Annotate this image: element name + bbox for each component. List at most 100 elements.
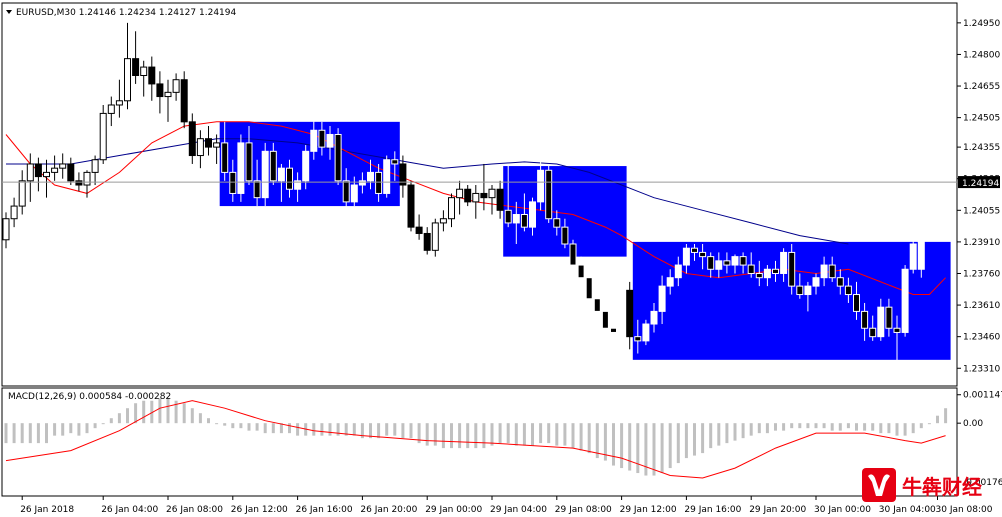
bull-candle	[261, 150, 269, 199]
time-tick-label: 26 Jan 04:00	[101, 505, 158, 515]
time-tick-label: 30 Jan 04:00	[879, 505, 936, 515]
bear-candle	[132, 58, 140, 77]
bear-candle	[796, 285, 804, 296]
time-tick-label: 29 Jan 20:00	[749, 505, 806, 515]
macd-bar	[944, 408, 948, 424]
bull-candle	[537, 169, 545, 203]
bear-candle	[691, 247, 698, 253]
macd-bar	[247, 423, 251, 431]
macd-bar	[798, 423, 802, 429]
macd-bar	[101, 423, 105, 425]
bear-candle	[836, 277, 844, 287]
bull-candle	[302, 150, 310, 182]
macd-bar	[53, 423, 57, 436]
macd-bar	[595, 423, 599, 459]
bull-candle	[529, 201, 536, 228]
time-tick-label: 30 Jan 08:00	[936, 505, 993, 515]
bull-candle	[2, 218, 10, 241]
macd-bar	[20, 423, 24, 444]
bear-candle	[869, 327, 877, 338]
macd-bar	[693, 423, 696, 456]
macd-bar	[911, 423, 915, 434]
bull-candle	[618, 289, 626, 333]
time-tick-label: 29 Jan 12:00	[620, 505, 677, 515]
macd-bar	[555, 423, 559, 446]
time-tick-label: 29 Jan 04:00	[490, 505, 547, 515]
macd-bar	[709, 423, 713, 449]
macd-bar	[936, 415, 939, 424]
macd-bar	[863, 423, 867, 431]
bull-candle	[237, 142, 245, 194]
watermark-text: 牛犇财经	[902, 475, 982, 499]
current-price-label: 1.24194	[962, 179, 999, 189]
macd-bar	[360, 423, 364, 439]
bull-candle	[358, 180, 366, 186]
macd-bar	[93, 423, 97, 429]
bear-candle	[148, 66, 156, 85]
macd-bar	[223, 423, 227, 426]
macd-bar	[879, 423, 883, 434]
macd-bar	[352, 423, 356, 436]
bull-candle	[666, 277, 674, 287]
bull-candle	[83, 171, 91, 186]
bull-candle	[650, 310, 658, 325]
macd-bar	[684, 423, 688, 459]
macd-bar	[312, 423, 316, 436]
dropdown-triangle-icon[interactable]	[6, 10, 12, 14]
macd-bar	[336, 423, 340, 436]
bull-candle	[10, 205, 18, 220]
bull-candle	[917, 230, 925, 270]
macd-bar	[644, 423, 648, 476]
macd-bar	[725, 423, 729, 444]
macd-bar	[830, 423, 834, 431]
bear-candle	[569, 243, 577, 266]
macd-bar	[506, 423, 510, 444]
macd-bar	[628, 423, 632, 471]
bull-candle	[780, 251, 788, 274]
bear-candle	[67, 163, 75, 182]
bear-candle	[610, 327, 617, 333]
bear-candle	[188, 121, 196, 157]
macd-bar	[369, 423, 372, 439]
bear-candle	[253, 180, 261, 199]
time-tick-label: 26 Jan 16:00	[296, 505, 353, 515]
macd-bar	[846, 423, 850, 429]
bull-candle	[909, 243, 917, 270]
watermark-logo: 牛犇财经	[862, 468, 982, 502]
bear-candle	[221, 142, 229, 173]
bear-candle	[480, 192, 488, 199]
bear-candle	[156, 83, 164, 98]
bear-candle	[747, 264, 755, 274]
bear-candle	[699, 251, 707, 258]
bear-candle	[707, 256, 715, 270]
bull-candle	[107, 104, 115, 114]
bull-candle	[172, 79, 180, 93]
bear-candle	[893, 327, 901, 333]
macd-bar	[676, 423, 680, 464]
time-tick-label: 29 Jan 00:00	[425, 505, 482, 515]
macd-bar	[612, 423, 615, 466]
bull-candle	[682, 247, 690, 266]
price-tick-label: 1.24505	[963, 114, 1000, 124]
bear-candle	[520, 214, 528, 228]
bull-candle	[294, 180, 302, 190]
macd-bar	[231, 423, 235, 429]
macd-bar	[660, 423, 664, 474]
macd-bar	[12, 423, 16, 444]
bear-candle	[885, 306, 893, 329]
macd-bar	[822, 423, 826, 429]
macd-bar	[28, 423, 32, 444]
bear-candle	[755, 272, 763, 279]
bull-candle	[512, 214, 520, 224]
macd-bar	[539, 423, 543, 444]
bull-candle	[812, 277, 820, 287]
price-tick-label: 1.24950	[963, 19, 1000, 29]
bear-candle	[553, 218, 561, 228]
macd-bar	[522, 423, 526, 446]
macd-bar	[871, 423, 875, 431]
bull-candle	[731, 256, 739, 266]
bull-candle	[439, 218, 447, 224]
macd-bar	[498, 423, 502, 444]
macd-bar	[782, 423, 786, 431]
macd-signal-line	[5, 400, 946, 479]
